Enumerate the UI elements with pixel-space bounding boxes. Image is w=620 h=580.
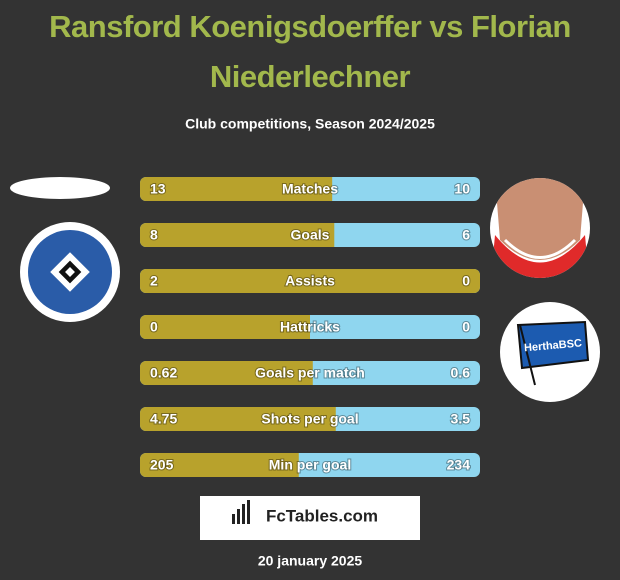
subtitle: Club competitions, Season 2024/2025 <box>185 116 435 132</box>
left-value: 0.62 <box>150 365 177 381</box>
right-value: 234 <box>447 457 471 473</box>
stat-label: Shots per goal <box>261 411 358 427</box>
right-value: 0 <box>462 319 470 335</box>
stat-label: Min per goal <box>269 457 351 473</box>
logo-box <box>200 496 420 540</box>
left-value: 205 <box>150 457 174 473</box>
stat-label: Goals per match <box>255 365 365 381</box>
right-value: 10 <box>454 181 470 197</box>
stat-label: Matches <box>282 181 338 197</box>
placeholder-logo <box>10 177 110 199</box>
left-value: 2 <box>150 273 158 289</box>
logo-text: FcTables.com <box>266 506 378 525</box>
left-value: 13 <box>150 181 166 197</box>
player-photo <box>490 178 590 278</box>
bar-left <box>140 407 336 431</box>
team-logo-left <box>20 222 120 322</box>
bar-left <box>140 223 335 247</box>
bar-left <box>140 315 310 339</box>
date: 20 january 2025 <box>258 553 363 569</box>
bar-left <box>140 177 333 201</box>
stat-label: Goals <box>291 227 330 243</box>
bar-left <box>140 361 313 385</box>
bar-left <box>140 453 299 477</box>
left-value: 4.75 <box>150 411 177 427</box>
svg-text:HerthaBSC: HerthaBSC <box>524 337 583 354</box>
left-value: 0 <box>150 319 158 335</box>
title: Ransford Koenigsdoerffer vs Florian Nied… <box>49 9 571 94</box>
team-logo-right: HerthaBSC <box>500 302 600 402</box>
logo-icon <box>232 500 250 524</box>
bar-left <box>140 269 480 293</box>
stat-label: Hattricks <box>280 319 340 335</box>
right-value: 0.6 <box>451 365 471 381</box>
stat-label: Assists <box>285 273 335 289</box>
right-value: 0 <box>462 273 470 289</box>
right-value: 6 <box>462 227 470 243</box>
left-value: 8 <box>150 227 158 243</box>
right-value: 3.5 <box>451 411 471 427</box>
